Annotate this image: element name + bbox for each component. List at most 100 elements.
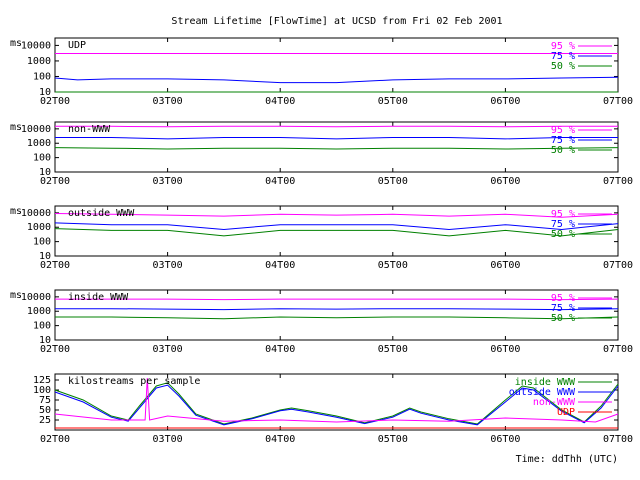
x-tick-label: 02T00 [40,96,70,107]
y-tick-label: 75 [39,395,51,406]
panel-2: 02T00 03T00 04T00 05T00 06T00 07T00 10000 1000 1… [10,205,633,271]
x-tick-label: 03T00 [153,434,183,445]
x-axis-label: Time: ddThh (UTC) [516,454,618,465]
x-tick-label: 07T00 [603,344,633,355]
x-tick-label: 04T00 [265,176,295,187]
x-tick-label: 05T00 [378,260,408,271]
y-tick-label: 100 [33,385,51,396]
legend-label: 50 % [551,61,575,72]
panel-label: kilostreams per sample [68,376,200,387]
y-tick-label: 50 [39,405,51,416]
plot-frame [54,373,619,431]
y-tick-label: 100 [33,237,51,248]
x-tick-label: 02T00 [40,434,70,445]
x-tick-label: 07T00 [603,96,633,107]
panel-1: 02T00 03T00 04T00 05T00 06T00 07T00 10000 1000 1… [10,121,633,187]
legend-label: UDP [557,407,575,418]
series-line [55,137,618,140]
plot-frame [54,205,619,257]
y-tick-label: 10 [39,251,51,262]
y-tick-label: 10000 [21,208,51,219]
y-axis-unit: ms [10,206,22,217]
y-tick-label: 100 [33,321,51,332]
series-line [55,316,619,320]
x-tick-label: 03T00 [153,260,183,271]
x-tick-label: 04T00 [265,434,295,445]
x-tick-label: 06T00 [490,344,520,355]
series-line [54,76,619,84]
x-tick-label: 05T00 [378,344,408,355]
y-tick-label: 10 [39,87,51,98]
legend-label: 95 % [551,209,575,220]
x-tick-label: 02T00 [40,176,70,187]
x-tick-label: 05T00 [378,96,408,107]
legend-label: outside WWW [509,387,576,398]
panel-4: 02T00 03T00 04T00 05T00 06T00 07T00 1251007550… [33,373,633,445]
x-tick-label: 06T00 [490,260,520,271]
legend-label: 50 % [551,145,575,156]
x-tick-label: 04T00 [265,96,295,107]
panel-label: UDP [68,40,86,51]
y-tick-label: 10000 [21,40,51,51]
x-tick-label: 02T00 [40,260,70,271]
legend-label: 75 % [551,51,575,62]
x-tick-label: 07T00 [603,176,633,187]
x-tick-label: 03T00 [153,344,183,355]
panel-0: 02T00 03T00 04T00 05T00 06T00 07T00 10000 1000 1… [10,37,633,107]
y-tick-label: 125 [33,375,51,386]
y-tick-label: 10000 [21,124,51,135]
x-tick-label: 05T00 [378,176,408,187]
x-tick-label: 07T00 [603,434,633,445]
series-line [54,228,619,237]
series-line [55,125,618,128]
y-axis-unit: ms [10,290,22,301]
x-tick-label: 05T00 [378,434,408,445]
y-axis-unit: ms [10,122,22,133]
plot-frame [54,37,619,93]
y-tick-label: 1000 [27,56,51,67]
x-tick-label: 06T00 [490,176,520,187]
y-tick-label: 1000 [27,138,51,149]
panel-label: non-WWW [68,124,111,135]
legend-label: 50 % [551,313,575,324]
series-line [54,384,619,426]
y-tick-label: 1000 [27,306,51,317]
y-tick-label: 1000 [27,222,51,233]
x-tick-label: 04T00 [265,260,295,271]
panels-group: 02T00 03T00 04T00 05T00 06T00 07T00 10000 1000 1… [10,37,633,445]
legend-label: 75 % [551,135,575,146]
y-axis-unit: ms [10,38,22,49]
panel-3: 02T00 03T00 04T00 05T00 06T00 07T00 10000 1000 1… [10,289,633,355]
plot-frame [54,289,619,341]
legend-label: 50 % [551,229,575,240]
panel-label: outside WWW [68,208,135,219]
x-tick-label: 06T00 [490,96,520,107]
y-tick-label: 25 [39,415,51,426]
y-tick-label: 100 [33,71,51,82]
y-tick-label: 10 [39,167,51,178]
x-tick-label: 03T00 [153,96,183,107]
series-line [54,222,619,231]
series-line [55,298,619,301]
legend-label: inside WWW [515,377,576,388]
legend-label: 95 % [551,41,575,52]
legend-label: non-WWW [533,397,576,408]
x-tick-label: 04T00 [265,344,295,355]
chart-title: Stream Lifetime [FlowTime] at UCSD from … [171,16,502,27]
x-tick-label: 03T00 [153,176,183,187]
x-tick-label: 07T00 [603,260,633,271]
series-line [55,308,619,311]
legend-label: 75 % [551,219,575,230]
x-tick-label: 02T00 [40,344,70,355]
panel-label: inside WWW [68,292,129,303]
series-line [54,147,619,150]
series-line [54,377,619,423]
y-tick-label: 10 [39,335,51,346]
x-tick-label: 06T00 [490,434,520,445]
series-line [54,213,619,218]
legend-label: 75 % [551,303,575,314]
y-tick-label: 100 [33,153,51,164]
y-tick-label: 10000 [21,292,51,303]
legend-label: 95 % [551,293,575,304]
